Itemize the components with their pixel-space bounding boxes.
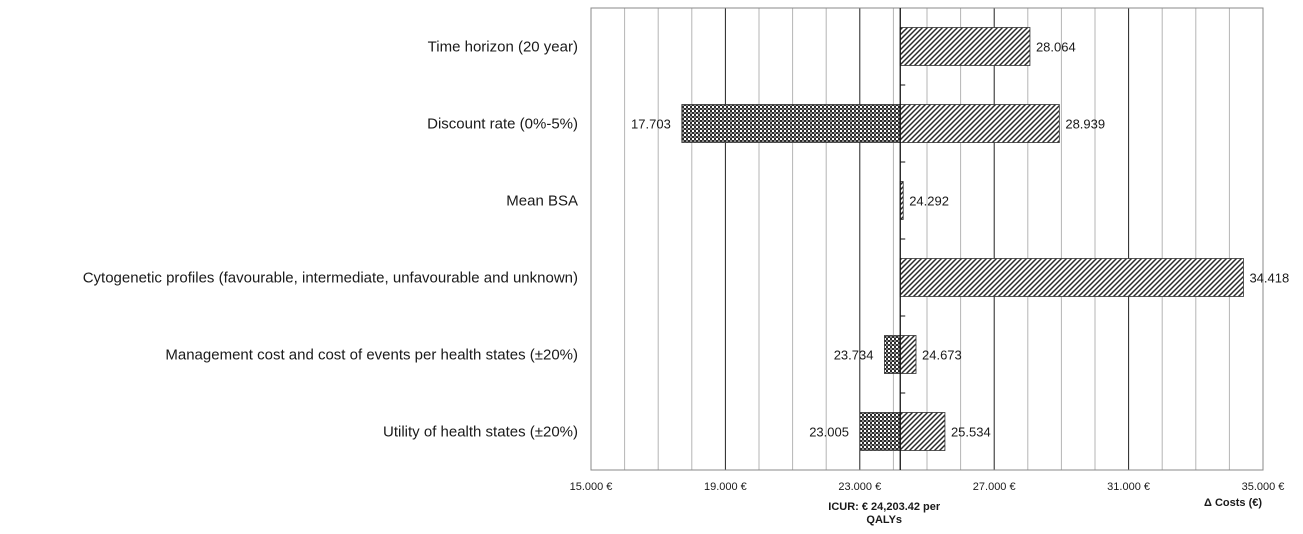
x-tick-label: 27.000 € <box>973 481 1016 493</box>
data-label-high-0: 28.064 <box>1036 40 1076 55</box>
bar-low-1 <box>681 104 901 143</box>
data-label-high-2: 24.292 <box>909 194 949 209</box>
category-label-0: Time horizon (20 year) <box>428 39 578 56</box>
base-value-label-line-0: ICUR: € 24,203.42 per <box>828 501 941 513</box>
bar-high-5 <box>899 412 946 451</box>
bar-low-5 <box>859 412 901 451</box>
grid-lines <box>590 8 1264 470</box>
data-label-high-5: 25.534 <box>951 425 991 440</box>
category-label-2: Mean BSA <box>506 193 578 210</box>
category-label-1: Discount rate (0%-5%) <box>427 116 578 133</box>
plot-border <box>590 7 1264 471</box>
data-label-low-1: 17.703 <box>631 117 671 132</box>
x-tick-label: 19.000 € <box>704 481 747 493</box>
x-tick-label: 15.000 € <box>570 481 613 493</box>
bar-high-1 <box>899 104 1060 143</box>
x-tick-label: 23.000 € <box>838 481 881 493</box>
axes <box>590 7 1264 471</box>
bar-high-0 <box>899 27 1031 66</box>
bars <box>681 27 1244 451</box>
bar-low-4 <box>884 335 901 374</box>
data-label-high-3: 34.418 <box>1249 271 1289 286</box>
base-value-label-line-1: QALYs <box>866 514 902 526</box>
category-label-4: Management cost and cost of events per h… <box>165 347 578 364</box>
bar-high-4 <box>899 335 917 374</box>
data-label-low-5: 23.005 <box>809 425 849 440</box>
x-tick-label: 31.000 € <box>1107 481 1150 493</box>
category-label-3: Cytogenetic profiles (favourable, interm… <box>83 270 578 287</box>
data-label-high-1: 28.939 <box>1065 117 1105 132</box>
data-label-low-4: 23.734 <box>834 348 874 363</box>
bar-high-3 <box>899 258 1244 297</box>
category-label-5: Utility of health states (±20%) <box>383 424 578 441</box>
x-tick-label: 35.000 € <box>1242 481 1285 493</box>
labels: 28.064 Time horizon (20 year) 17.703 28.939… <box>83 39 1290 527</box>
data-label-high-4: 24.673 <box>922 348 962 363</box>
x-axis-title: Δ Costs (€) <box>1204 497 1262 509</box>
